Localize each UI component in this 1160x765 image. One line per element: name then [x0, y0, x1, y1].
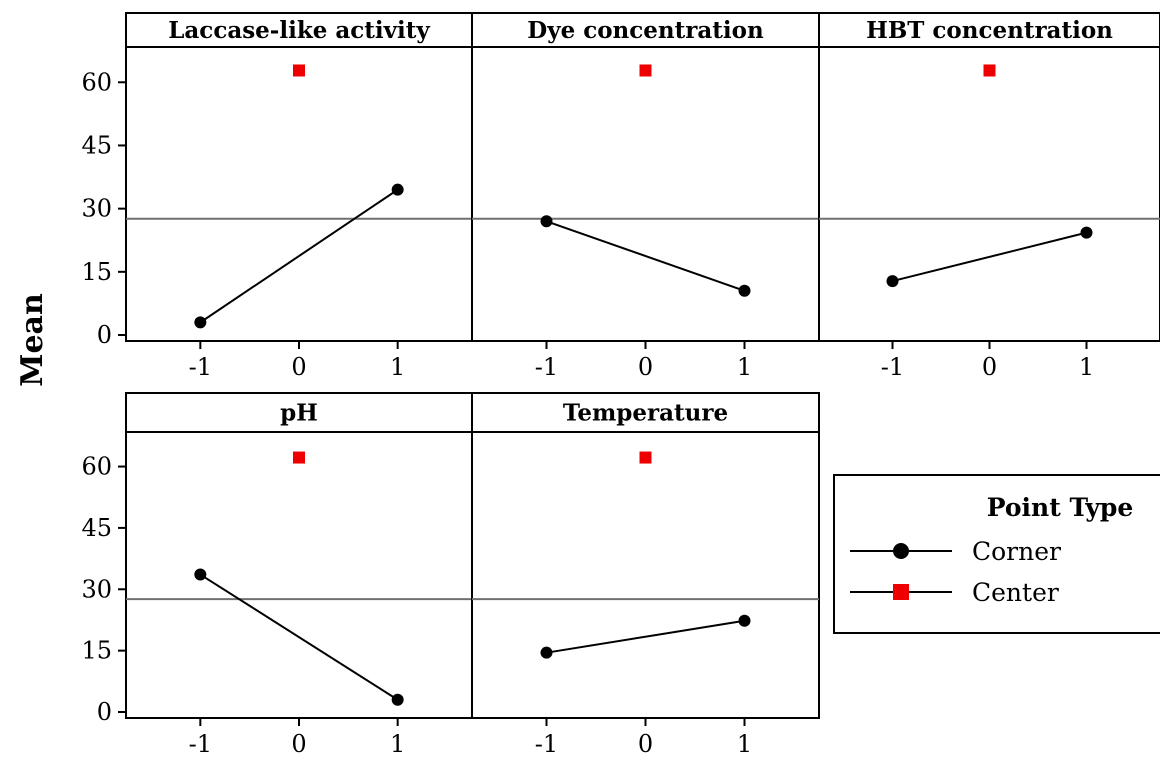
panel-1-center-point: [293, 64, 305, 77]
panel-3-frame: [818, 12, 1160, 342]
panel-1-x-tick-label: 0: [291, 353, 306, 381]
panel-2-frame: [471, 12, 820, 342]
panel-5-corner-point: [738, 614, 751, 627]
panel-4-y-tick-label: 60: [81, 453, 112, 481]
panel-2-corner-point: [540, 215, 553, 228]
panel-2-corner-point: [738, 284, 751, 297]
panel-1: Laccase-like activity -1 0 1 0 15 30 45 60: [81, 12, 473, 381]
panel-1-y-tick-label: 30: [81, 195, 112, 223]
panel-2-center-point: [639, 64, 652, 77]
legend-corner-label: Corner: [972, 537, 1061, 566]
panel-4-corner-point: [194, 568, 207, 581]
legend: Point Type Corner Center: [833, 474, 1160, 634]
panel-1-y-tick-label: 60: [81, 68, 112, 96]
legend-items: Corner Center: [850, 537, 1061, 607]
panel-5-corner-line: [546, 619, 745, 654]
panel-5-x-tick-label: 1: [737, 730, 752, 758]
panel-2-x-tick-label: -1: [535, 353, 558, 381]
panel-3-corner-point: [1080, 226, 1093, 239]
panel-2-x-tick-label: 1: [737, 353, 752, 381]
legend-title: Point Type: [987, 493, 1134, 522]
legend-box: [833, 474, 1160, 634]
panel-4-y-tick-label: 30: [81, 575, 112, 603]
panel-3-corner-point: [886, 275, 899, 288]
panel-1-x-tick-label: -1: [189, 353, 212, 381]
panel-3: HBT concentration -1 0 1: [818, 12, 1160, 381]
panel-2-corner-line: [546, 220, 745, 292]
panel-1-y-tick-label: 45: [81, 131, 112, 159]
panel-4-center-point: [293, 451, 305, 464]
panel-3-x-tick-label: -1: [881, 353, 904, 381]
panel-4-x-tick-label: -1: [189, 730, 212, 758]
y-axis-label: Mean: [15, 293, 50, 387]
panel-4-frame: [125, 392, 473, 719]
panel-4-x-tick-label: 1: [390, 730, 405, 758]
panel-5-title: Temperature: [563, 400, 728, 427]
panel-1-corner-point: [391, 183, 404, 196]
panel-5-corner-point: [540, 646, 553, 659]
panel-2-x-tick-label: 0: [638, 353, 653, 381]
panel-2-title: Dye concentration: [527, 17, 764, 44]
panel-5-x-tick-label: -1: [535, 730, 558, 758]
panel-4-corner-point: [391, 693, 404, 706]
panel-3-title: HBT concentration: [866, 17, 1113, 44]
panel-4: pH -1 0 1 0 15 30 45 60: [81, 392, 473, 758]
panel-4-y-tick-label: 45: [81, 514, 112, 542]
panel-4-y-tick-label: 15: [81, 637, 112, 665]
panel-4-corner-line: [199, 573, 399, 701]
panel-2: Dye concentration -1 0 1: [471, 12, 820, 381]
panel-1-y-tick-label: 15: [81, 258, 112, 286]
panel-1-frame: [125, 12, 473, 342]
legend-center-marker: [893, 584, 909, 600]
panel-5-frame: [471, 392, 820, 719]
panel-5: Temperature -1 0 1: [471, 392, 820, 758]
panel-4-y-tick-label: 0: [97, 698, 112, 726]
panel-3-x-tick-label: 0: [982, 353, 997, 381]
legend-center-label: Center: [972, 578, 1059, 607]
panels: Laccase-like activity -1 0 1 0 15 30 45 60 Dye co…: [81, 12, 1160, 758]
panel-1-corner-line: [199, 188, 399, 324]
panel-1-x-tick-label: 1: [390, 353, 405, 381]
panel-5-center-point: [639, 451, 652, 464]
panel-5-x-tick-label: 0: [638, 730, 653, 758]
panel-4-title: pH: [280, 400, 318, 427]
legend-corner-marker: [893, 543, 909, 559]
panel-3-center-point: [983, 64, 996, 77]
panel-1-corner-point: [194, 316, 207, 329]
panel-3-x-tick-label: 1: [1079, 353, 1094, 381]
panel-4-x-tick-label: 0: [291, 730, 306, 758]
panel-1-y-tick-label: 0: [97, 321, 112, 349]
panel-1-title: Laccase-like activity: [168, 17, 430, 44]
panel-3-corner-line: [892, 231, 1087, 283]
